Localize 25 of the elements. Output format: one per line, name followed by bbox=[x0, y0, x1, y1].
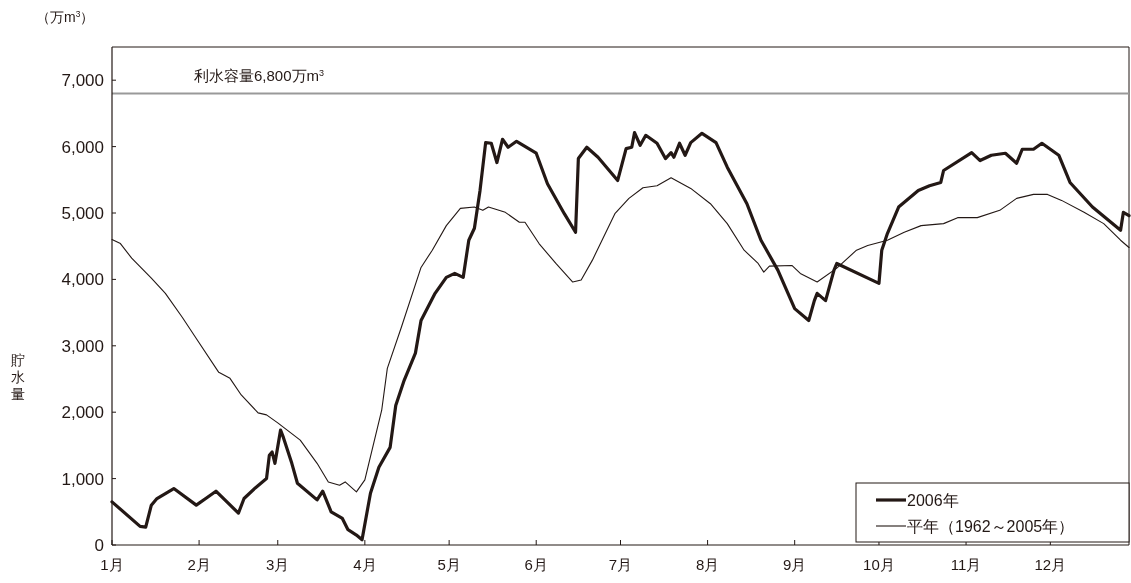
y-tick-label: 3,000 bbox=[61, 336, 104, 356]
x-tick-label: 12月 bbox=[1034, 556, 1067, 573]
ref-line-label: 利水容量6,800万m$^{3}$ bbox=[194, 67, 325, 85]
x-tick-label: 3月 bbox=[266, 556, 290, 573]
x-tick-label: 9月 bbox=[783, 556, 807, 573]
y-tick-label: 2,000 bbox=[61, 403, 104, 423]
y-axis-title: 貯水量 bbox=[11, 352, 25, 402]
text: （万m$^{3}$） bbox=[36, 9, 95, 25]
x-tick-label: 2月 bbox=[187, 556, 211, 573]
x-tick-label: 4月 bbox=[353, 556, 377, 573]
x-tick-label: 10月 bbox=[863, 556, 895, 573]
y-tick-label: 1,000 bbox=[61, 469, 104, 489]
x-tick-label: 5月 bbox=[437, 556, 461, 573]
x-tick-label: 11月 bbox=[950, 556, 982, 573]
x-tick-label: 1月 bbox=[100, 556, 124, 573]
legend-label: 2006年 bbox=[907, 492, 959, 509]
x-tick-label: 8月 bbox=[695, 556, 720, 573]
x-tick-label: 7月 bbox=[608, 556, 633, 573]
y-tick-label: 4,000 bbox=[61, 270, 104, 290]
y-tick-label: 5,000 bbox=[61, 204, 104, 223]
y-tick-label: 0 bbox=[94, 536, 104, 555]
y-tick-label: 7,000 bbox=[61, 71, 104, 91]
y-tick-label: 6,000 bbox=[61, 137, 104, 157]
x-tick-label: 6月 bbox=[524, 556, 548, 573]
legend-label: 平年（1962～2005年） bbox=[907, 518, 1075, 535]
